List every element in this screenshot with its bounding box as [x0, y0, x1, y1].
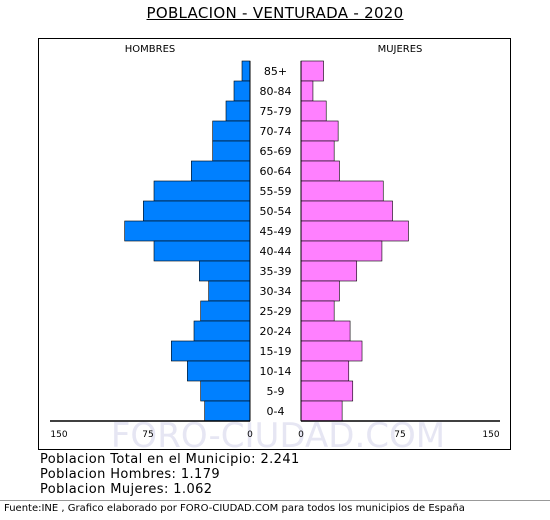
bar-mujeres-35-39: [300, 260, 358, 282]
bar-mujeres-75-79: [300, 100, 327, 122]
age-label: 40-44: [260, 245, 292, 258]
bar-hombres-5-9: [200, 380, 251, 402]
bar-mujeres-85+: [300, 60, 324, 82]
bar-mujeres-60-64: [300, 160, 340, 182]
bar-hombres-50-54: [143, 200, 251, 222]
age-label: 70-74: [260, 125, 292, 138]
bar-mujeres-70-74: [300, 120, 339, 142]
age-label: 25-29: [260, 305, 292, 318]
age-label: 10-14: [260, 365, 292, 378]
bar-hombres-85+: [241, 60, 251, 82]
bar-hombres-40-44: [153, 240, 251, 262]
bar-mujeres-0-4: [300, 400, 343, 422]
bar-hombres-55-59: [153, 180, 251, 202]
footer-divider: [0, 500, 550, 501]
bar-hombres-60-64: [191, 160, 251, 182]
age-label: 75-79: [260, 105, 292, 118]
age-label: 30-34: [260, 285, 292, 298]
tick-label-right: 75: [394, 430, 405, 440]
footer-source: Fuente:INE , Grafico elaborado por FORO-…: [4, 503, 465, 514]
tick-label-left: 0: [247, 430, 253, 440]
tick-label-right: 150: [482, 430, 499, 440]
bar-hombres-35-39: [199, 260, 251, 282]
mujeres-label: MUJERES: [378, 44, 423, 55]
bar-hombres-45-49: [124, 220, 251, 242]
stat-total: Poblacion Total en el Municipio: 2.241: [40, 452, 300, 467]
chart-panel: [38, 38, 511, 450]
bar-hombres-30-34: [208, 280, 251, 302]
age-label: 0-4: [267, 405, 285, 418]
bar-hombres-15-19: [171, 340, 251, 362]
age-label: 50-54: [260, 205, 292, 218]
age-label: 5-9: [267, 385, 285, 398]
age-label: 60-64: [260, 165, 292, 178]
bar-hombres-10-14: [187, 360, 251, 382]
age-label: 55-59: [260, 185, 292, 198]
age-label: 35-39: [260, 265, 292, 278]
bar-mujeres-65-69: [300, 140, 335, 162]
tick-label-right: 0: [298, 430, 304, 440]
stat-mujeres: Poblacion Mujeres: 1.062: [40, 482, 213, 497]
bar-mujeres-10-14: [300, 360, 350, 382]
age-label: 20-24: [260, 325, 292, 338]
bar-mujeres-5-9: [300, 380, 354, 402]
tick-label-left: 75: [142, 430, 153, 440]
hombres-label: HOMBRES: [125, 44, 176, 55]
bar-mujeres-40-44: [300, 240, 383, 262]
bar-hombres-25-29: [200, 300, 251, 322]
bar-mujeres-80-84: [300, 80, 314, 102]
bar-hombres-80-84: [233, 80, 251, 102]
age-label: 85+: [264, 65, 287, 78]
age-label: 80-84: [260, 85, 292, 98]
age-label: 15-19: [260, 345, 292, 358]
bar-mujeres-20-24: [300, 320, 351, 342]
bar-mujeres-30-34: [300, 280, 340, 302]
bar-mujeres-50-54: [300, 200, 393, 222]
bar-hombres-65-69: [212, 140, 251, 162]
stat-hombres: Poblacion Hombres: 1.179: [40, 467, 221, 482]
chart-title: POBLACION - VENTURADA - 2020: [146, 4, 404, 22]
tick-label-left: 150: [50, 430, 67, 440]
bar-mujeres-45-49: [300, 220, 409, 242]
age-label: 65-69: [260, 145, 292, 158]
bar-hombres-70-74: [212, 120, 251, 142]
watermark: FORO-CIUDAD.COM: [111, 416, 445, 456]
bar-hombres-75-79: [225, 100, 251, 122]
bar-hombres-0-4: [204, 400, 251, 422]
age-label: 45-49: [260, 225, 292, 238]
bar-hombres-20-24: [193, 320, 251, 342]
bar-mujeres-15-19: [300, 340, 363, 362]
bar-mujeres-55-59: [300, 180, 384, 202]
bar-mujeres-25-29: [300, 300, 335, 322]
